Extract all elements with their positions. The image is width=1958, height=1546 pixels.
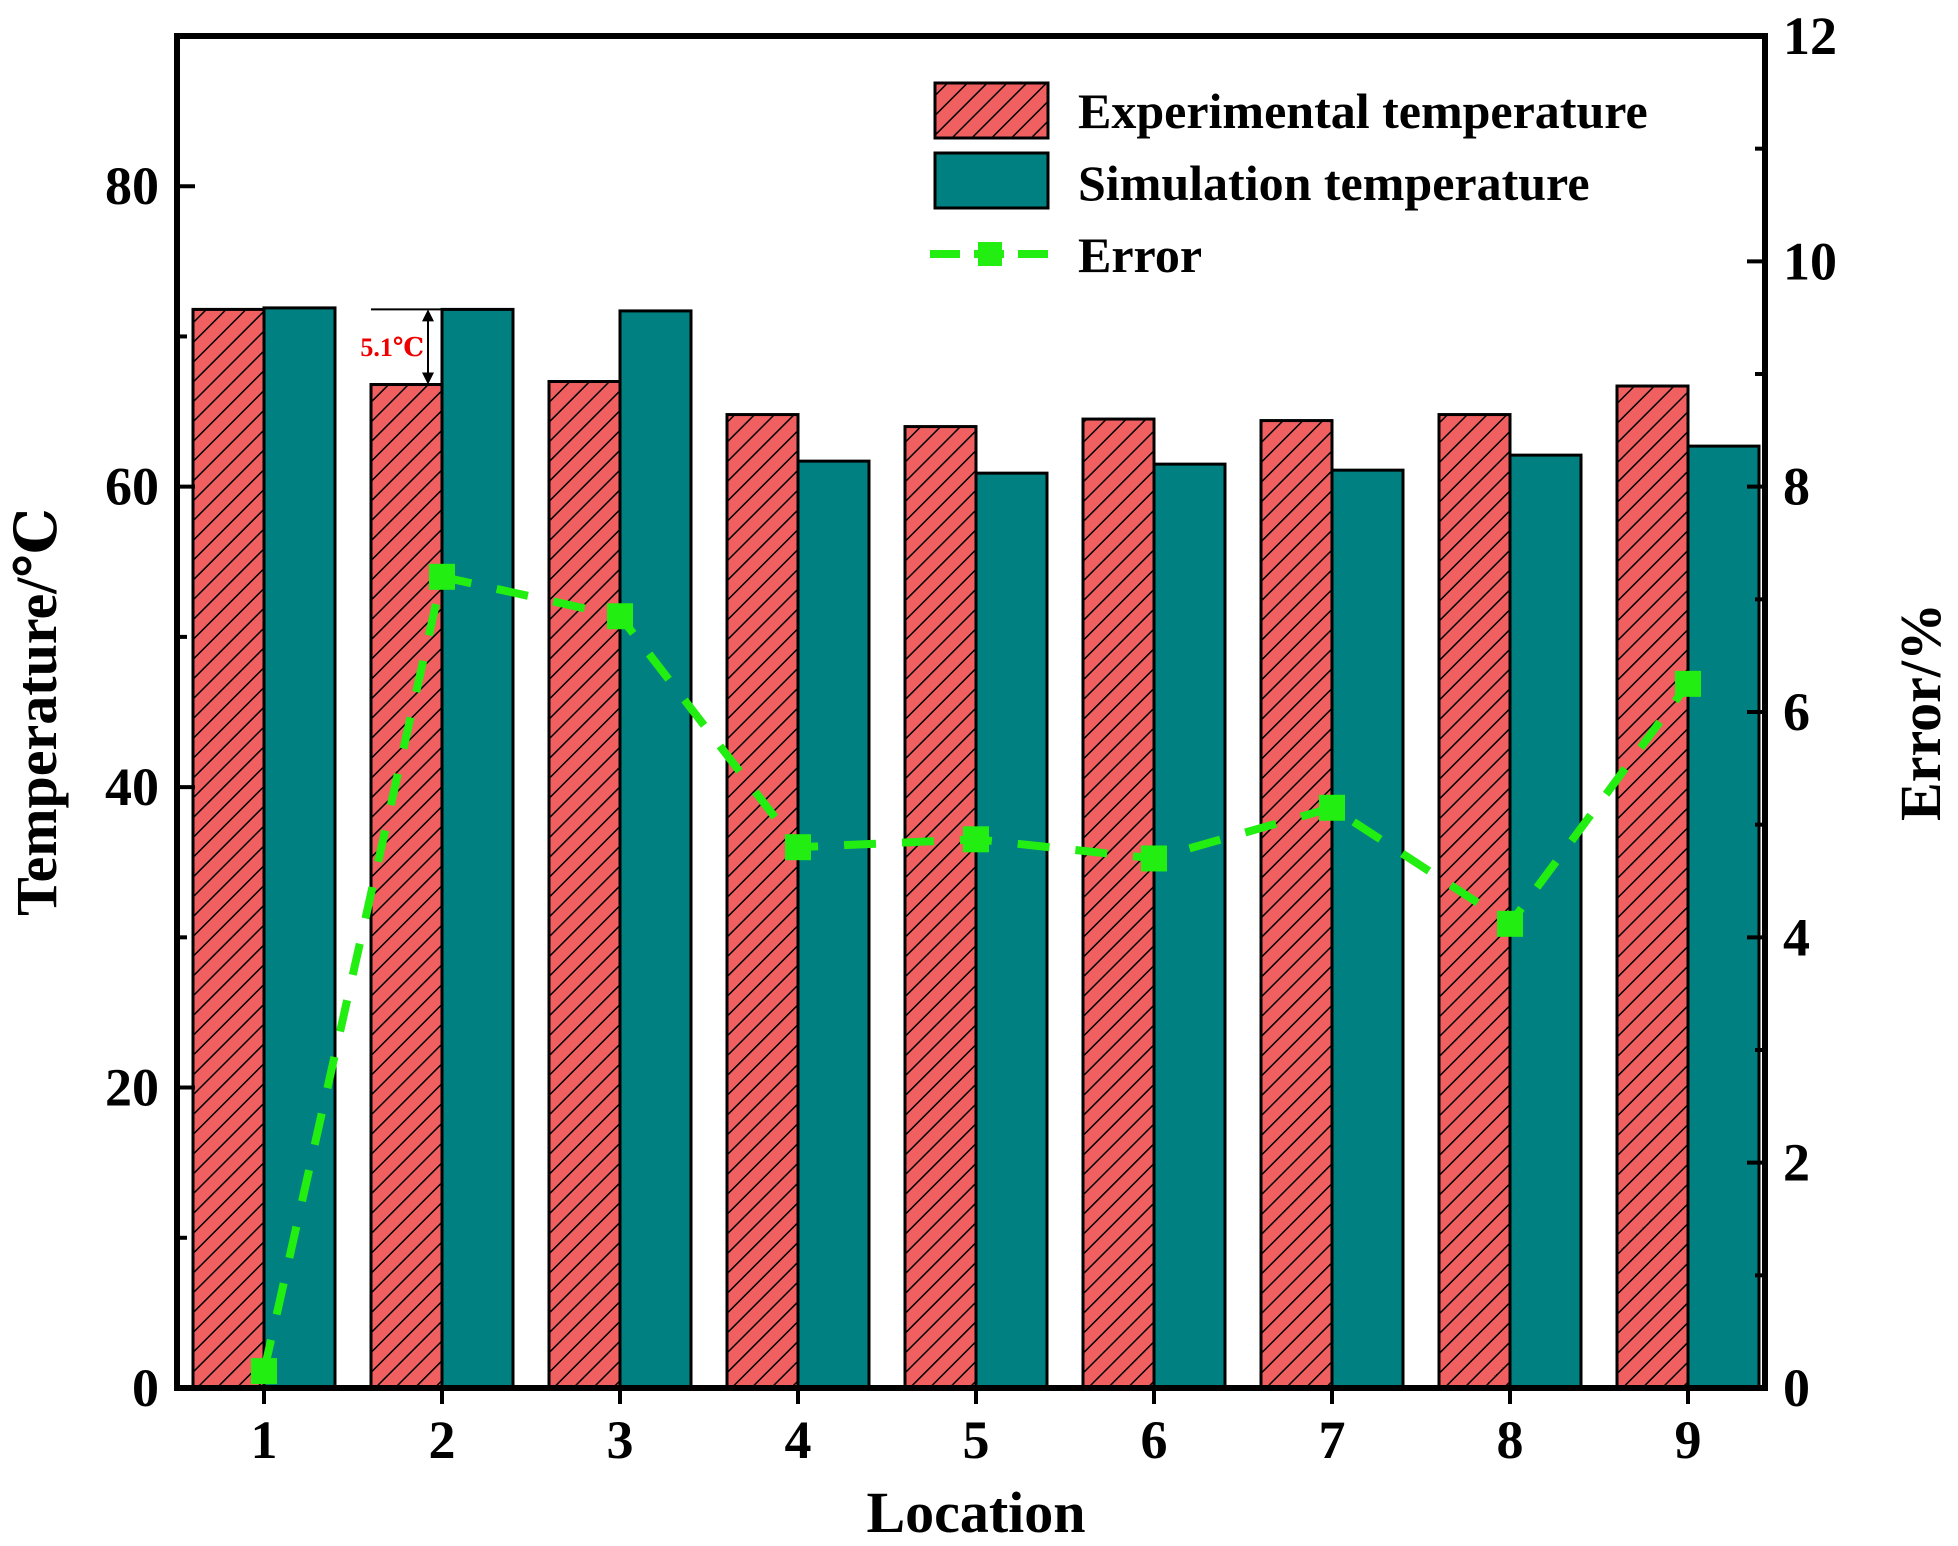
error-point-2 bbox=[429, 563, 455, 590]
y2-tick-label: 0 bbox=[1783, 1358, 1810, 1418]
error-point-9 bbox=[1675, 670, 1701, 697]
annotation-layer: 5.1℃ bbox=[360, 308, 442, 385]
error-line-layer bbox=[251, 563, 1701, 1385]
annotation-arrowhead-up bbox=[422, 309, 434, 322]
bar-simulation-9 bbox=[1686, 444, 1761, 1390]
legend-swatch-simulation bbox=[933, 151, 1050, 210]
error-point-4 bbox=[785, 834, 811, 861]
error-point-7 bbox=[1319, 794, 1345, 821]
y2-tick-label: 8 bbox=[1783, 457, 1810, 517]
bar-simulation-1 bbox=[262, 306, 337, 1390]
y2-tick-label: 4 bbox=[1783, 907, 1810, 967]
error-point-8 bbox=[1497, 910, 1523, 937]
bar-simulation-6 bbox=[1152, 462, 1227, 1390]
bar-experimental-9 bbox=[1615, 384, 1690, 1390]
error-point-3 bbox=[607, 603, 633, 630]
bar-simulation-3 bbox=[618, 309, 693, 1390]
error-point-6 bbox=[1141, 845, 1167, 872]
bar-layer bbox=[191, 306, 1761, 1390]
y2-tick-label: 6 bbox=[1783, 682, 1810, 742]
annotation-label: 5.1℃ bbox=[360, 333, 424, 362]
y-axis-title: Temperature/℃ bbox=[4, 508, 69, 916]
error-point-5 bbox=[963, 826, 989, 853]
x-tick-label: 6 bbox=[1141, 1410, 1168, 1470]
legend-marker-error bbox=[978, 242, 1002, 266]
bar-experimental-3 bbox=[547, 380, 622, 1390]
y-tick-label: 60 bbox=[105, 457, 159, 517]
bar-simulation-5 bbox=[974, 471, 1049, 1390]
bar-experimental-2 bbox=[369, 383, 444, 1390]
legend-label-experimental: Experimental temperature bbox=[1078, 83, 1648, 139]
x-tick-label: 3 bbox=[607, 1410, 634, 1470]
bar-simulation-2 bbox=[440, 307, 515, 1390]
x-axis-title: Location bbox=[866, 1480, 1085, 1545]
x-tick-label: 1 bbox=[251, 1410, 278, 1470]
bar-experimental-5 bbox=[903, 425, 978, 1390]
y-tick-label: 0 bbox=[132, 1358, 159, 1418]
y2-tick-label: 12 bbox=[1783, 6, 1837, 66]
legend: Experimental temperature Simulation temp… bbox=[930, 81, 1648, 283]
x-tick-label: 7 bbox=[1319, 1410, 1346, 1470]
bar-experimental-7 bbox=[1259, 419, 1334, 1390]
y2-axis-title: Error/% bbox=[1888, 603, 1953, 821]
y-tick-label: 20 bbox=[105, 1058, 159, 1118]
legend-swatch-experimental bbox=[933, 81, 1050, 140]
y2-tick-label: 2 bbox=[1783, 1133, 1810, 1193]
x-tick-label: 2 bbox=[429, 1410, 456, 1470]
annotation-arrowhead-down bbox=[422, 372, 434, 385]
y-tick-label: 40 bbox=[105, 757, 159, 817]
bar-simulation-7 bbox=[1330, 468, 1405, 1390]
x-tick-label: 9 bbox=[1675, 1410, 1702, 1470]
bar-experimental-4 bbox=[725, 413, 800, 1390]
y2-tick-label: 10 bbox=[1783, 231, 1837, 291]
x-tick-label: 5 bbox=[963, 1410, 990, 1470]
error-point-1 bbox=[251, 1358, 277, 1385]
bar-simulation-4 bbox=[796, 459, 871, 1390]
x-tick-label: 8 bbox=[1497, 1410, 1524, 1470]
x-tick-label: 4 bbox=[785, 1410, 812, 1470]
legend-label-error: Error bbox=[1078, 227, 1202, 283]
legend-label-simulation: Simulation temperature bbox=[1078, 155, 1590, 211]
bar-experimental-6 bbox=[1081, 417, 1156, 1390]
bar-experimental-1 bbox=[191, 307, 266, 1390]
y-tick-label: 80 bbox=[105, 156, 159, 216]
